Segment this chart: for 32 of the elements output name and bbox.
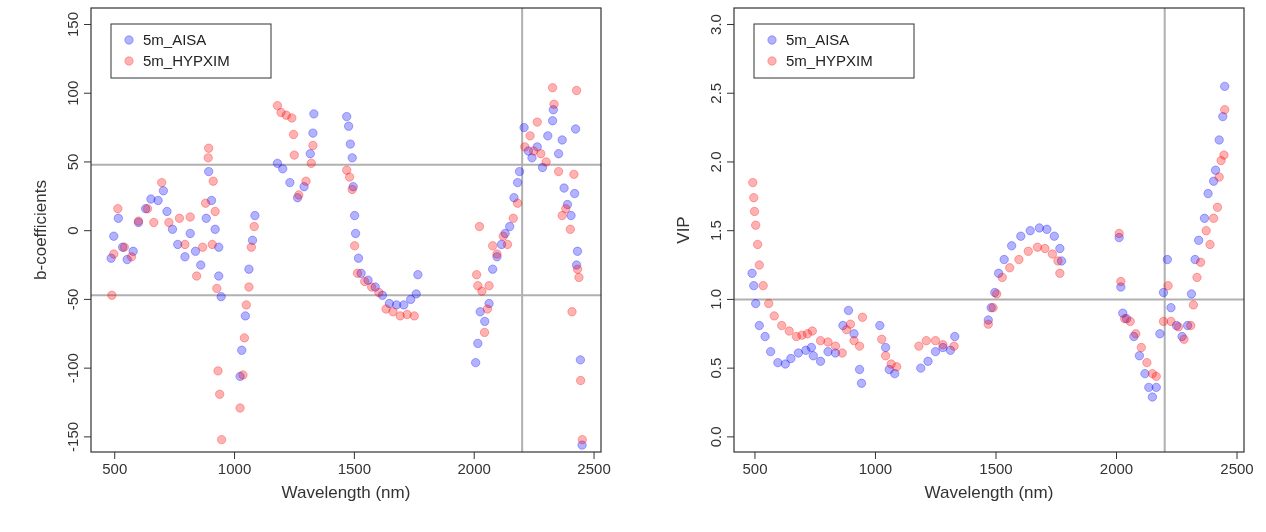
y-tick-label: 0: [64, 226, 81, 235]
y-tick-label: 50: [64, 153, 81, 171]
x-tick-label: 500: [102, 460, 128, 477]
x-tick-label: 1000: [217, 460, 252, 477]
y-tick-label: 1.5: [707, 220, 724, 242]
y-tick-label: 0.5: [707, 357, 724, 379]
y-tick-label: -100: [64, 353, 81, 384]
x-axis-title: Wavelength (nm): [924, 483, 1054, 502]
legend-label: 5m_HYPXIM: [786, 52, 873, 69]
y-tick-label: 2.0: [707, 151, 724, 173]
y-tick-label: 3.0: [707, 14, 724, 35]
x-axis-title: Wavelength (nm): [281, 483, 411, 502]
y-tick-label: 1.0: [707, 288, 724, 310]
y-tick-label: 100: [64, 80, 81, 106]
x-tick-label: 2500: [577, 460, 611, 477]
y-tick-label: 2.5: [707, 82, 724, 104]
y-tick-label: 150: [64, 11, 81, 38]
legend-label: 5m_AISA: [143, 31, 207, 48]
x-tick-label: 1500: [337, 460, 372, 477]
y-tick-label: -150: [64, 421, 81, 452]
x-tick-label: 2000: [1099, 460, 1134, 477]
y-axis-title: VIP: [674, 216, 693, 244]
x-tick-label: 1000: [858, 460, 893, 477]
x-tick-label: 2500: [1220, 460, 1254, 477]
legend-label: 5m_HYPXIM: [143, 52, 230, 69]
legend-label: 5m_AISA: [786, 31, 850, 48]
y-tick-label: -50: [64, 288, 81, 311]
x-tick-label: 1500: [979, 460, 1013, 477]
x-tick-label: 2000: [457, 460, 491, 477]
y-tick-label: 0.0: [707, 426, 724, 448]
y-axis-title: b-coefficients: [31, 180, 50, 280]
x-tick-label: 500: [742, 460, 768, 477]
